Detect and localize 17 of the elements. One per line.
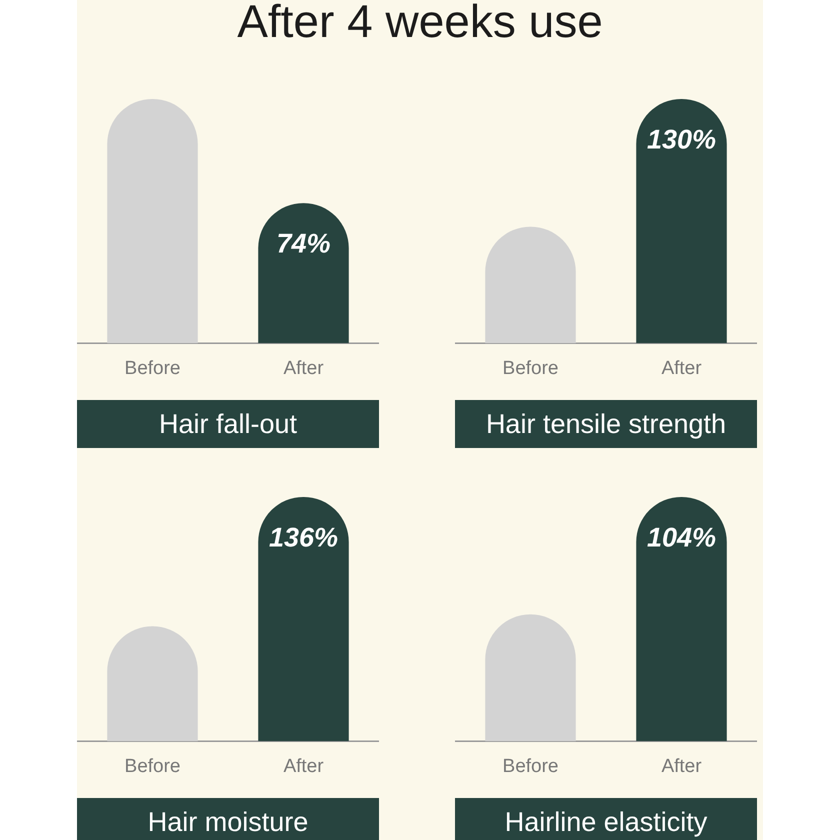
x-tick-label: Before [124, 358, 180, 379]
x-tick-label: After [661, 756, 702, 777]
x-tick-label: Before [502, 756, 558, 777]
x-tick-label: After [661, 358, 702, 379]
data-label: 130% [646, 124, 716, 154]
data-label: 136% [268, 522, 338, 552]
data-label: 74% [276, 228, 331, 259]
x-axis-title: Hairline elasticity [455, 798, 757, 840]
x-tick-label: Before [124, 756, 180, 777]
chart-title: After 4 weeks use [236, 0, 604, 48]
x-tick-label: Before [502, 358, 558, 379]
x-tick-label: After [283, 756, 324, 777]
data-label: 104% [646, 522, 716, 552]
x-axis-title: Hair fall-out [77, 400, 379, 448]
x-tick-label: After [283, 358, 324, 379]
x-axis-title: Hair moisture [77, 798, 379, 840]
x-axis-title: Hair tensile strength [455, 400, 757, 448]
